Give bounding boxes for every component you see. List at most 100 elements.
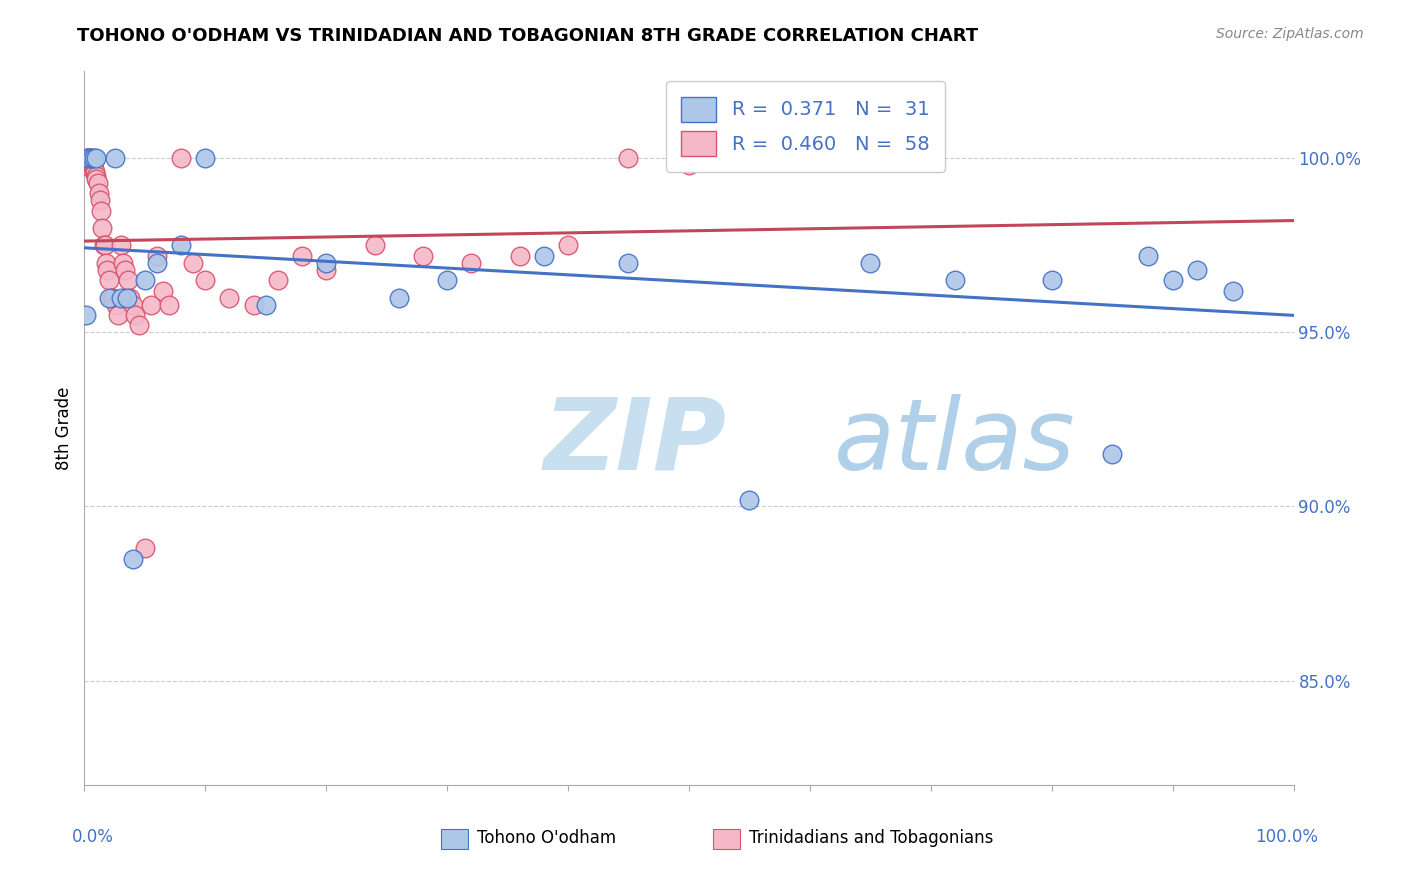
Text: Source: ZipAtlas.com: Source: ZipAtlas.com (1216, 27, 1364, 41)
FancyBboxPatch shape (441, 830, 468, 849)
Point (103, 291, 125, 305)
Point (83, 152, 105, 166)
Point (799, 152, 821, 166)
Point (104, 152, 127, 166)
Point (86, 176, 108, 190)
Point (121, 551, 143, 566)
Point (267, 273, 290, 287)
Point (80, 158, 103, 172)
Point (86, 172, 108, 186)
Point (1222, 284, 1244, 298)
Point (110, 291, 132, 305)
Point (77, 154, 100, 169)
Point (121, 297, 143, 311)
Point (97, 291, 120, 305)
Text: Tohono O'odham: Tohono O'odham (478, 830, 616, 847)
Point (89, 193, 111, 207)
Point (79, 152, 101, 166)
Point (76, 152, 98, 166)
Point (82, 158, 104, 172)
Point (86, 169, 108, 183)
Point (1040, 273, 1063, 287)
Point (315, 256, 337, 270)
Point (115, 291, 138, 305)
Point (112, 256, 135, 270)
Point (110, 238, 132, 252)
Point (82, 154, 104, 169)
Point (509, 249, 531, 263)
Point (128, 318, 150, 333)
Point (107, 308, 129, 322)
Point (617, 256, 640, 270)
Point (146, 256, 169, 270)
Point (1137, 249, 1160, 263)
Point (218, 291, 240, 305)
Point (139, 297, 162, 311)
Point (533, 249, 555, 263)
Point (1101, 447, 1123, 461)
Point (90, 203, 112, 218)
Point (79, 154, 101, 169)
Point (170, 152, 193, 166)
Point (86, 152, 108, 166)
Text: 100.0%: 100.0% (1254, 828, 1317, 846)
Point (75, 308, 97, 322)
Text: TOHONO O'ODHAM VS TRINIDADIAN AND TOBAGONIAN 8TH GRADE CORRELATION CHART: TOHONO O'ODHAM VS TRINIDADIAN AND TOBAGO… (77, 27, 979, 45)
Point (738, 152, 761, 166)
Point (77, 152, 100, 166)
Point (77, 152, 100, 166)
Point (181, 256, 204, 270)
Point (94, 256, 117, 270)
Point (1185, 262, 1208, 277)
Point (134, 273, 156, 287)
Point (242, 297, 264, 311)
Point (97, 273, 120, 287)
Point (93, 238, 115, 252)
Point (363, 238, 385, 252)
Point (114, 262, 136, 277)
Point (388, 291, 411, 305)
Point (194, 152, 217, 166)
Point (170, 238, 193, 252)
Point (94, 238, 117, 252)
Point (617, 152, 640, 166)
Point (77, 152, 100, 166)
Point (157, 297, 180, 311)
Point (77, 152, 100, 166)
Text: 0.0%: 0.0% (72, 828, 114, 846)
Point (412, 249, 434, 263)
Point (91, 221, 114, 235)
Point (194, 273, 217, 287)
Point (436, 273, 458, 287)
Point (146, 249, 169, 263)
Point (100, 291, 122, 305)
Text: Trinidadians and Tobagonians: Trinidadians and Tobagonians (749, 830, 994, 847)
Point (124, 308, 146, 322)
Point (678, 158, 700, 172)
Point (557, 238, 579, 252)
Point (84, 165, 107, 179)
Point (152, 284, 174, 298)
Y-axis label: 8th Grade: 8th Grade (55, 386, 73, 470)
Point (1161, 273, 1184, 287)
Point (460, 256, 482, 270)
FancyBboxPatch shape (713, 830, 740, 849)
Point (315, 262, 337, 277)
Point (83, 161, 105, 176)
Point (134, 541, 156, 556)
Text: atlas: atlas (834, 394, 1076, 491)
Point (254, 297, 277, 311)
Point (80, 152, 103, 166)
Point (75, 158, 97, 172)
Point (291, 249, 314, 263)
Text: ZIP: ZIP (544, 394, 727, 491)
Point (859, 256, 882, 270)
Point (96, 262, 118, 277)
Point (117, 273, 139, 287)
Legend: R =  0.371   N =  31, R =  0.460   N =  58: R = 0.371 N = 31, R = 0.460 N = 58 (666, 81, 945, 172)
Point (738, 492, 761, 507)
Point (87, 186, 110, 201)
Point (943, 273, 966, 287)
Point (120, 291, 142, 305)
Point (104, 297, 127, 311)
